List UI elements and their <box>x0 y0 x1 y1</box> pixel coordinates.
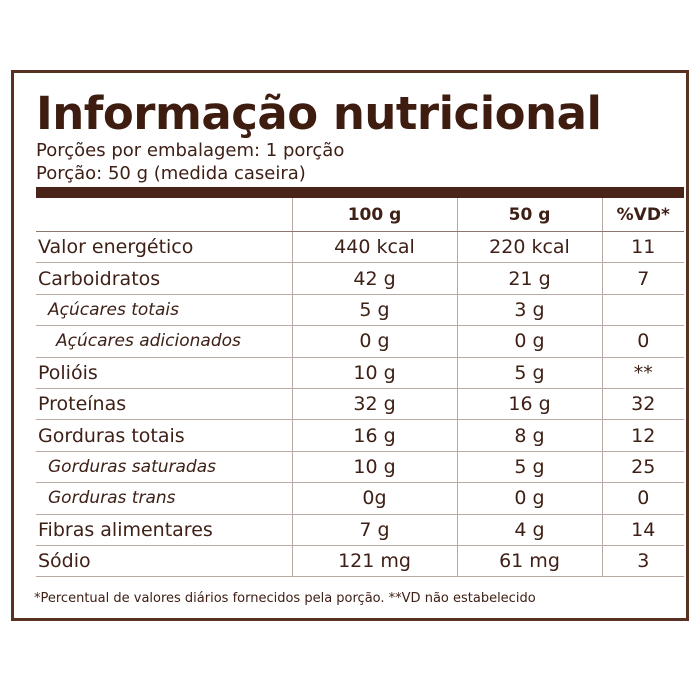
nutrient-value: 0 <box>601 325 684 358</box>
nutrient-value: 0 g <box>456 325 602 358</box>
nutrient-value: 42 g <box>291 262 457 295</box>
nutrient-value: 32 <box>601 388 684 421</box>
nutrient-value <box>601 294 684 327</box>
title: Informação nutricional <box>36 87 602 140</box>
servings-per-package: Porções por embalagem: 1 porção <box>36 140 345 161</box>
serving-size: Porção: 50 g (medida caseira) <box>36 163 306 184</box>
nutrient-name: Polióis <box>36 357 292 389</box>
nutrient-value: 14 <box>601 514 684 546</box>
header-cell <box>36 198 292 232</box>
nutrient-value: 7 <box>601 262 684 295</box>
nutrient-value: 32 g <box>291 388 457 421</box>
nutrient-name: Fibras alimentares <box>36 514 292 546</box>
nutrient-row: Sódio 121 mg 61 mg 3 <box>36 545 684 578</box>
nutrient-value: ** <box>601 357 684 389</box>
header-cell: 50 g <box>456 198 602 232</box>
nutrient-row: Valor energético 440 kcal 220 kcal 11 <box>36 231 684 264</box>
nutrient-value: 0g <box>291 482 457 515</box>
nutrient-value: 0 g <box>291 325 457 358</box>
header-cell: 100 g <box>291 198 457 232</box>
nutrient-name: Sódio <box>36 545 292 578</box>
nutrient-value: 0 <box>601 482 684 515</box>
nutrient-value: 3 g <box>456 294 602 327</box>
nutrient-value: 12 <box>601 419 684 452</box>
nutrient-value: 5 g <box>456 451 602 484</box>
nutrient-value: 5 g <box>456 357 602 389</box>
nutrient-value: 440 kcal <box>291 231 457 264</box>
nutrient-name: Gorduras saturadas <box>36 451 292 484</box>
nutrient-value: 10 g <box>291 451 457 484</box>
nutrient-value: 61 mg <box>456 545 602 578</box>
nutrient-name: Gorduras totais <box>36 419 292 452</box>
nutrient-value: 3 <box>601 545 684 578</box>
nutrient-value: 21 g <box>456 262 602 295</box>
nutrient-value: 10 g <box>291 357 457 389</box>
nutrient-value: 5 g <box>291 294 457 327</box>
nutrient-value: 121 mg <box>291 545 457 578</box>
header-row: 100 g 50 g %VD* <box>36 198 684 232</box>
nutrient-value: 220 kcal <box>456 231 602 264</box>
nutrient-value: 25 <box>601 451 684 484</box>
divider-bar <box>36 187 684 198</box>
footnote: *Percentual de valores diários fornecido… <box>34 591 536 606</box>
nutrient-value: 4 g <box>456 514 602 546</box>
nutrient-name: Açúcares adicionados <box>36 325 292 358</box>
nutrient-value: 16 g <box>291 419 457 452</box>
nutrient-value: 8 g <box>456 419 602 452</box>
nutrient-name: Carboidratos <box>36 262 292 295</box>
nutrient-value: 0 g <box>456 482 602 515</box>
nutrient-value: 16 g <box>456 388 602 421</box>
nutrient-value: 7 g <box>291 514 457 546</box>
nutrient-name: Açúcares totais <box>36 294 292 327</box>
nutrient-name: Proteínas <box>36 388 292 421</box>
nutrient-name: Valor energético <box>36 231 292 264</box>
nutrition-label: Informação nutricional Porções por embal… <box>11 70 689 621</box>
nutrient-name: Gorduras trans <box>36 482 292 515</box>
nutrient-row: Proteínas 32 g 16 g 32 <box>36 388 684 421</box>
nutrition-table: 100 g 50 g %VD* Valor energético 440 kcal 220… <box>36 198 684 578</box>
nutrient-value: 11 <box>601 231 684 264</box>
header-cell: %VD* <box>601 198 684 232</box>
